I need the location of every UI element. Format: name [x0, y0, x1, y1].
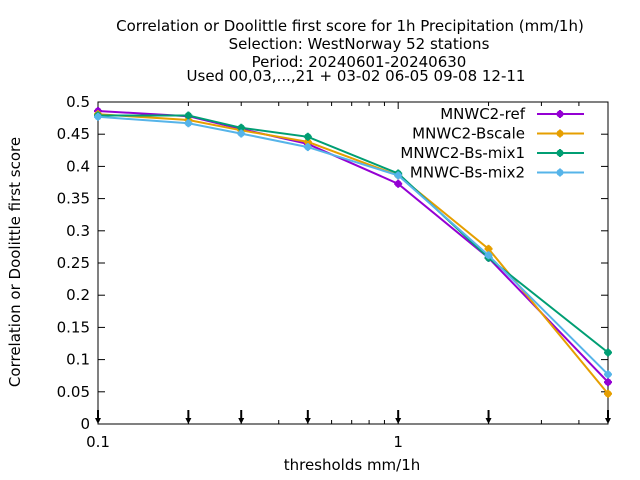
y-tick-label: 0.45	[57, 125, 90, 143]
series-line-1	[97, 110, 609, 383]
y-tick-label: 0.05	[57, 383, 90, 401]
y-tick-label: 0.1	[66, 351, 90, 369]
threshold-arrow-head	[304, 418, 311, 424]
x-axis-label: thresholds mm/1h	[284, 456, 421, 474]
series-4-point	[184, 119, 193, 128]
x-tick-label: 0.1	[86, 433, 110, 451]
legend-marker-3	[556, 149, 564, 157]
legend-label-4: MNWC-Bs-mix2	[410, 164, 525, 182]
series-3-point	[604, 348, 612, 357]
legend-label-3: MNWC2-Bs-mix1	[400, 144, 525, 162]
y-tick-label: 0.15	[57, 318, 90, 336]
series-layer	[94, 107, 612, 398]
legend-marker-1	[556, 110, 564, 118]
title-line-1: Correlation or Doolittle first score for…	[116, 17, 584, 35]
legend-label-1: MNWC2-ref	[440, 105, 525, 123]
threshold-arrow-head	[485, 418, 492, 424]
series-1-point	[604, 378, 612, 387]
series-4-point	[303, 143, 312, 152]
plot-frame	[97, 101, 609, 425]
y-tick-label: 0.2	[66, 286, 90, 304]
threshold-arrow-head	[185, 418, 192, 424]
legend-marker-2	[556, 129, 564, 138]
y-tick-label: 0	[80, 415, 90, 433]
x-tick-label: 1	[393, 433, 403, 451]
y-tick-label: 0.5	[66, 93, 90, 111]
y-axis-label: Correlation or Doolittle first score	[6, 137, 24, 387]
y-tick-label: 0.25	[57, 254, 90, 272]
series-2-point	[604, 389, 612, 398]
threshold-arrow-head	[395, 418, 402, 424]
y-tick-label: 0.4	[66, 157, 90, 175]
title-line-3: Period: 20240601-20240630	[252, 53, 467, 71]
threshold-arrow-head	[238, 418, 245, 424]
series-3-point	[184, 111, 193, 120]
y-axis: 0 0.05 0.1 0.15 0.2 0.25 0.3 0.35 0.4 0.45 0.5	[57, 93, 608, 433]
threshold-arrow-head	[605, 418, 611, 424]
series-4-point	[394, 171, 403, 180]
series-1-point	[394, 179, 403, 188]
legend-marker-4	[556, 168, 564, 177]
threshold-arrow-head	[95, 418, 101, 424]
y-tick-label: 0.3	[66, 222, 90, 240]
series-4-point	[237, 129, 246, 138]
title-line-2: Selection: WestNorway 52 stations	[229, 35, 490, 53]
series-4-point	[604, 370, 612, 379]
title-line-4: Used 00,03,...,21 + 03-02 06-05 09-08 12…	[187, 67, 526, 85]
y-tick-label: 0.35	[57, 190, 90, 208]
series-line-3	[98, 114, 609, 354]
series-4-point	[94, 112, 102, 121]
series-4-point	[484, 251, 493, 260]
threshold-arrow-markers	[95, 410, 611, 424]
series-3-point	[303, 132, 312, 141]
legend-label-2: MNWC2-Bscale	[412, 125, 525, 143]
chart-title: Correlation or Doolittle first score for…	[116, 17, 584, 85]
